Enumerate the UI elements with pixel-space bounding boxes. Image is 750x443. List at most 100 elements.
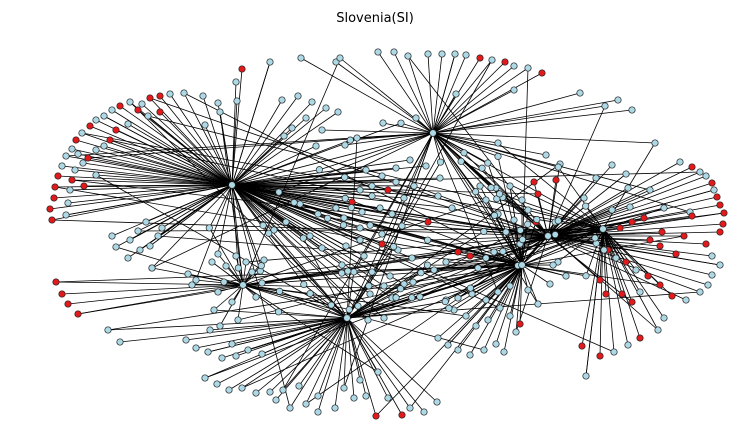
graph-node: [136, 246, 144, 254]
graph-node: [146, 242, 154, 250]
graph-node: [294, 92, 302, 100]
graph-node-highlight: [552, 176, 560, 184]
graph-edge: [432, 132, 441, 163]
graph-edge: [183, 92, 523, 266]
graph-edge: [509, 185, 523, 266]
graph-node: [144, 112, 152, 120]
graph-node: [290, 198, 298, 207]
graph-edge: [231, 184, 365, 257]
graph-node-highlight: [84, 154, 92, 162]
graph-node: [248, 268, 256, 276]
graph-node: [346, 136, 354, 144]
graph-node: [124, 254, 132, 262]
graph-node: [228, 340, 236, 348]
graph-node: [622, 170, 630, 178]
graph-node: [506, 312, 514, 320]
graph-edge: [107, 317, 348, 331]
graph-node: [466, 351, 474, 359]
graph-node-highlight: [688, 163, 696, 171]
graph-node: [462, 312, 470, 320]
graph-edge: [71, 148, 233, 186]
graph-node: [108, 232, 116, 240]
graph-node: [242, 258, 250, 266]
graph-edge: [67, 284, 244, 305]
graph-node: [279, 386, 287, 394]
graph-node: [499, 247, 507, 255]
graph-node: [624, 184, 632, 192]
graph-node: [228, 298, 236, 306]
graph-node: [496, 304, 504, 312]
graph-edge: [407, 55, 549, 237]
graph-edge: [346, 301, 446, 319]
graph-node: [71, 166, 79, 174]
graph-node: [490, 211, 499, 219]
graph-node: [270, 226, 278, 234]
graph-edge: [346, 317, 411, 409]
graph-node: [314, 210, 322, 218]
graph-node-highlight: [156, 108, 164, 116]
graph-node: [341, 141, 349, 149]
graph-node: [512, 328, 520, 336]
graph-node: [494, 288, 502, 296]
graph-node-highlight: [708, 179, 716, 187]
graph-edge: [547, 231, 663, 237]
graph-edge: [74, 169, 233, 186]
graph-node: [206, 326, 214, 334]
graph-node: [400, 280, 408, 288]
graph-node: [624, 341, 632, 349]
graph-edge: [432, 132, 691, 213]
graph-node: [374, 368, 382, 376]
graph-node: [208, 258, 216, 266]
graph-node: [345, 306, 353, 314]
graph-node: [184, 270, 192, 278]
graph-node: [220, 278, 228, 286]
graph-edge: [242, 199, 487, 286]
graph-node: [676, 158, 684, 166]
graph-edge: [65, 132, 434, 157]
graph-node: [500, 348, 508, 356]
graph-edge: [432, 105, 606, 134]
graph-edge: [216, 317, 348, 385]
graph-edge: [57, 175, 233, 186]
graph-node: [542, 151, 550, 159]
graph-edge: [427, 53, 434, 134]
graph-edge: [129, 184, 233, 241]
graph-node: [392, 178, 400, 186]
graph-node: [580, 194, 588, 202]
graph-node-highlight: [112, 126, 120, 134]
graph-node-highlight: [398, 411, 406, 419]
graph-edge: [499, 193, 604, 230]
graph-node-highlight: [80, 182, 88, 190]
graph-edge: [231, 107, 327, 186]
graph-node: [331, 404, 339, 412]
graph-node: [124, 120, 132, 128]
graph-edge: [231, 132, 434, 186]
graph-edge: [204, 228, 604, 379]
graph-node-highlight: [74, 310, 82, 318]
graph-node: [462, 51, 470, 59]
graph-node: [234, 316, 242, 324]
graph-node: [452, 90, 460, 98]
graph-edge: [581, 228, 604, 347]
graph-node-highlight: [238, 65, 246, 73]
graph-node: [216, 108, 224, 116]
graph-edge: [521, 234, 556, 266]
graph-node: [64, 199, 72, 207]
graph-node: [651, 139, 659, 147]
graph-node: [356, 376, 364, 384]
graph-node: [344, 267, 352, 275]
graph-edge: [427, 235, 549, 241]
graph-node: [518, 196, 526, 204]
graph-node-highlight: [672, 250, 680, 258]
graph-edge: [346, 297, 397, 319]
graph-edge: [242, 284, 379, 373]
graph-edge: [115, 246, 244, 286]
graph-node: [244, 346, 252, 354]
graph-edge: [231, 184, 369, 321]
graph-node: [524, 206, 532, 214]
graph-node: [614, 96, 622, 104]
graph-node: [510, 86, 518, 94]
graph-node: [601, 102, 609, 110]
graph-node: [180, 89, 188, 97]
graph-node: [100, 112, 108, 120]
